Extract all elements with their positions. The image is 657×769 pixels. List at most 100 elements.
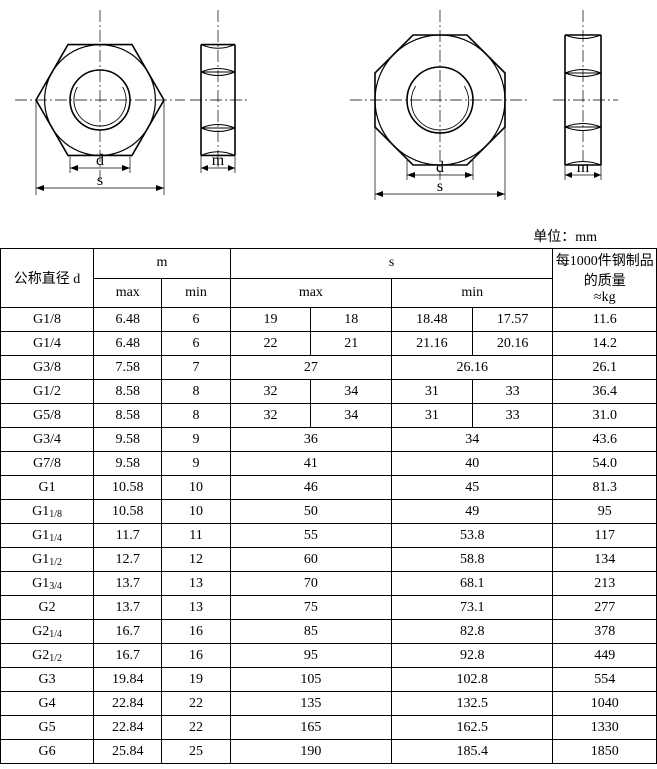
cell-m-max: 13.7 (94, 572, 162, 596)
cell-d: G3 (1, 668, 94, 692)
table-body: G1/86.486191818.4817.5711.6G1/46.4862221… (1, 308, 657, 764)
svg-text:m: m (212, 152, 225, 169)
cell-s-min-2: 33 (472, 380, 553, 404)
cell-m-min: 10 (162, 476, 230, 500)
table-row: G11/411.7115553.8117 (1, 524, 657, 548)
cell-s-min: 132.5 (392, 692, 553, 716)
table-row: G1/28.5883234313336.4 (1, 380, 657, 404)
cell-weight: 31.0 (553, 404, 657, 428)
cell-s-max-1: 32 (230, 380, 311, 404)
cell-d: G21/4 (1, 620, 94, 644)
cell-s-min: 73.1 (392, 596, 553, 620)
cell-s-min-2: 17.57 (472, 308, 553, 332)
cell-weight: 54.0 (553, 452, 657, 476)
table-row: G110.5810464581.3 (1, 476, 657, 500)
cell-weight: 11.6 (553, 308, 657, 332)
cell-m-min: 13 (162, 572, 230, 596)
svg-text:s: s (437, 178, 443, 195)
cell-s-max: 36 (230, 428, 391, 452)
cell-s-max: 46 (230, 476, 391, 500)
header-m: m (94, 249, 231, 279)
nut-diagram-area: d s (0, 0, 657, 230)
cell-s-max-2: 34 (311, 380, 392, 404)
nut-dimensions-table: 公称直径 d m s 每1000件钢制品的质量 ≈kg max min max … (0, 248, 657, 764)
header-m-max: max (94, 278, 162, 308)
cell-s-max-2: 21 (311, 332, 392, 356)
cell-m-max: 8.58 (94, 404, 162, 428)
cell-m-min: 13 (162, 596, 230, 620)
cell-s-min: 68.1 (392, 572, 553, 596)
cell-m-max: 6.48 (94, 332, 162, 356)
cell-s-max: 85 (230, 620, 391, 644)
table-row: G5/88.5883234313331.0 (1, 404, 657, 428)
cell-s-max: 75 (230, 596, 391, 620)
cell-m-min: 12 (162, 548, 230, 572)
cell-s-min: 26.16 (392, 356, 553, 380)
cell-m-max: 13.7 (94, 596, 162, 620)
cell-d: G3/4 (1, 428, 94, 452)
header-s: s (230, 249, 553, 279)
table-row: G21/416.7168582.8378 (1, 620, 657, 644)
cell-s-min: 92.8 (392, 644, 553, 668)
cell-s-max: 135 (230, 692, 391, 716)
cell-m-max: 25.84 (94, 740, 162, 764)
cell-s-max: 95 (230, 644, 391, 668)
table-row: G319.8419105102.8554 (1, 668, 657, 692)
cell-d: G1 (1, 476, 94, 500)
cell-m-max: 19.84 (94, 668, 162, 692)
svg-text:s: s (97, 172, 103, 189)
cell-d: G4 (1, 692, 94, 716)
cell-d: G1/8 (1, 308, 94, 332)
table-row: G3/49.589363443.6 (1, 428, 657, 452)
header-s-min: min (392, 278, 553, 308)
cell-d: G5 (1, 716, 94, 740)
cell-m-max: 16.7 (94, 644, 162, 668)
cell-m-max: 7.58 (94, 356, 162, 380)
cell-weight: 554 (553, 668, 657, 692)
cell-weight: 81.3 (553, 476, 657, 500)
table-header: 公称直径 d m s 每1000件钢制品的质量 ≈kg max min max … (1, 249, 657, 308)
cell-s-max-1: 22 (230, 332, 311, 356)
cell-m-max: 22.84 (94, 692, 162, 716)
table-row: G7/89.589414054.0 (1, 452, 657, 476)
cell-m-max: 8.58 (94, 380, 162, 404)
cell-s-max: 27 (230, 356, 391, 380)
cell-s-max: 105 (230, 668, 391, 692)
cell-m-min: 16 (162, 620, 230, 644)
cell-m-min: 6 (162, 308, 230, 332)
cell-s-max-2: 34 (311, 404, 392, 428)
cell-m-min: 22 (162, 692, 230, 716)
cell-d: G7/8 (1, 452, 94, 476)
cell-m-min: 8 (162, 404, 230, 428)
cell-s-min: 102.8 (392, 668, 553, 692)
cell-m-min: 6 (162, 332, 230, 356)
nut-diagram-svg: d s (0, 0, 657, 225)
cell-weight: 134 (553, 548, 657, 572)
cell-s-min: 82.8 (392, 620, 553, 644)
cell-m-max: 10.58 (94, 476, 162, 500)
cell-weight: 1040 (553, 692, 657, 716)
cell-s-min: 34 (392, 428, 553, 452)
cell-m-max: 16.7 (94, 620, 162, 644)
table-row: G625.8425190185.41850 (1, 740, 657, 764)
cell-weight: 449 (553, 644, 657, 668)
cell-d: G1/4 (1, 332, 94, 356)
cell-m-max: 6.48 (94, 308, 162, 332)
cell-s-max: 55 (230, 524, 391, 548)
cell-s-max: 50 (230, 500, 391, 524)
cell-m-min: 7 (162, 356, 230, 380)
cell-weight: 378 (553, 620, 657, 644)
cell-s-min-2: 33 (472, 404, 553, 428)
cell-weight: 1850 (553, 740, 657, 764)
cell-m-min: 11 (162, 524, 230, 548)
cell-m-min: 16 (162, 644, 230, 668)
cell-d: G6 (1, 740, 94, 764)
cell-m-min: 9 (162, 452, 230, 476)
cell-s-max: 70 (230, 572, 391, 596)
cell-s-min: 53.8 (392, 524, 553, 548)
cell-d: G11/4 (1, 524, 94, 548)
cell-weight: 1330 (553, 716, 657, 740)
cell-weight: 213 (553, 572, 657, 596)
cell-weight: 14.2 (553, 332, 657, 356)
cell-s-min-2: 20.16 (472, 332, 553, 356)
